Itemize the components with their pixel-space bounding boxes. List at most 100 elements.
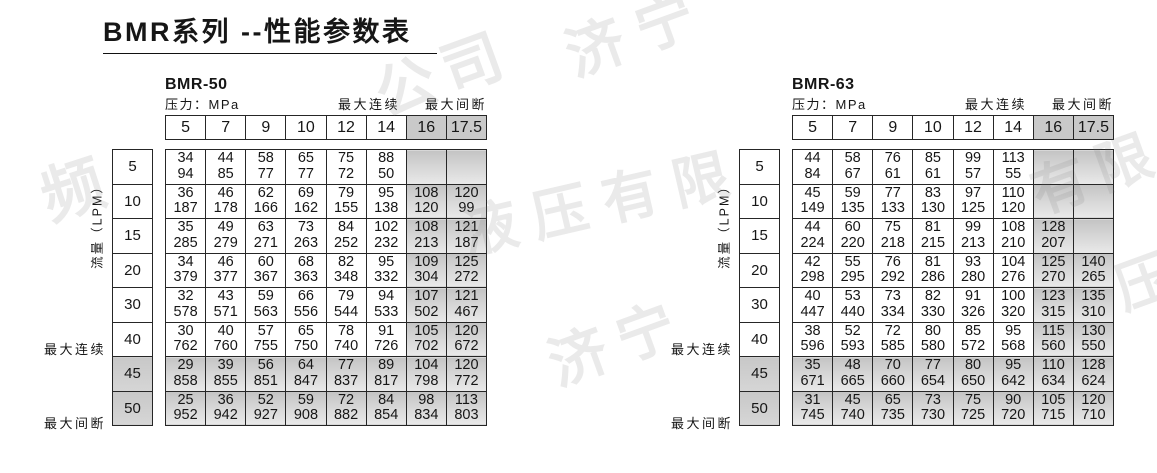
grid-cell-value-bottom: 84 bbox=[804, 165, 821, 182]
grid-cell-value-bottom: 908 bbox=[293, 407, 319, 424]
flow-value-cell: 10 bbox=[739, 183, 780, 219]
grid-cell-value-top: 120 bbox=[454, 184, 479, 201]
pressure-unit-label: 压力：MPa bbox=[792, 97, 867, 112]
grid-cell-value-top: 84 bbox=[378, 391, 395, 408]
grid-cell: 46 377 bbox=[205, 252, 247, 288]
grid-cell bbox=[405, 149, 447, 185]
grid-cell: 123 315 bbox=[1032, 287, 1074, 323]
grid-cell-value-bottom: 556 bbox=[293, 303, 319, 320]
grid-cell: 48 665 bbox=[832, 356, 874, 392]
side-annotation: 最大连续 bbox=[670, 342, 733, 357]
grid-cell-value-top: 48 bbox=[844, 357, 861, 374]
grid-cell-value-top: 76 bbox=[884, 253, 901, 270]
grid-cell: 100 320 bbox=[992, 287, 1034, 323]
grid-cell-value-top: 95 bbox=[1005, 322, 1022, 339]
flow-value-cell: 20 bbox=[112, 252, 153, 288]
grid-cell: 52 927 bbox=[245, 390, 287, 426]
grid-cell: 73 334 bbox=[872, 287, 914, 323]
grid-cell-value-top: 75 bbox=[964, 391, 982, 408]
grid-row: 36 187 46 178 62 166 69 162 79 155 95 138 108 120 120 9… bbox=[164, 183, 488, 219]
grid-cell bbox=[1072, 218, 1115, 254]
grid-cell-value-bottom: 166 bbox=[253, 200, 278, 217]
flow-label-row: 45 bbox=[112, 356, 153, 392]
grid-cell-value-top: 110 bbox=[1041, 357, 1065, 374]
grid-cell-value-top: 77 bbox=[337, 357, 355, 374]
flow-value-cell: 45 bbox=[112, 356, 153, 392]
grid-cell-value-bottom: 330 bbox=[920, 303, 946, 320]
grid-cell-value-bottom: 187 bbox=[173, 200, 198, 217]
flow-label-column: 5 10 15 20 30 40 45 50 bbox=[739, 149, 780, 426]
grid-cell: 46 178 bbox=[205, 183, 247, 219]
grid-cell: 120 99 bbox=[445, 183, 488, 219]
pressure-column-cell: 9 bbox=[872, 115, 914, 140]
grid-cell: 40 760 bbox=[205, 321, 247, 357]
grid-cell: 130 550 bbox=[1072, 321, 1115, 357]
grid-cell-value-bottom: 61 bbox=[924, 165, 941, 182]
grid-cell: 125 272 bbox=[445, 252, 488, 288]
flow-axis-label: 流量（LPM） bbox=[90, 179, 105, 269]
grid-cell: 53 440 bbox=[832, 287, 874, 323]
grid-cell-value-top: 52 bbox=[257, 391, 274, 408]
grid-row: 31 745 45 740 65 735 73 730 75 725 90 720 105 715 120 7… bbox=[791, 390, 1115, 426]
grid-cell: 40 447 bbox=[791, 287, 834, 323]
grid-cell-value-top: 32 bbox=[177, 288, 194, 305]
grid-row: 44 224 60 220 75 218 81 215 99 213 108 210 128 207 bbox=[791, 218, 1115, 254]
flow-label-row: 45 bbox=[739, 356, 780, 392]
grid-cell-value-top: 121 bbox=[454, 288, 479, 305]
grid-cell-value-top: 105 bbox=[1041, 391, 1066, 408]
grid-cell: 59 908 bbox=[285, 390, 327, 426]
grid-cell-value-bottom: 272 bbox=[454, 269, 479, 286]
grid-cell-value-bottom: 544 bbox=[333, 303, 359, 320]
grid-cell-value-bottom: 138 bbox=[374, 200, 399, 217]
grid-cell-value-top: 79 bbox=[337, 184, 355, 201]
grid-cell-value-top: 95 bbox=[378, 184, 395, 201]
grid-cell-value-bottom: 671 bbox=[800, 372, 825, 389]
flow-value-cell: 50 bbox=[112, 390, 153, 426]
grid-row: 34 94 44 85 58 77 65 77 75 72 88 50 bbox=[164, 149, 488, 185]
grid-cell-value-bottom: 550 bbox=[1081, 338, 1106, 355]
grid-cell-value-top: 125 bbox=[454, 253, 479, 270]
grid-cell-value-bottom: 665 bbox=[840, 372, 865, 389]
flow-value-cell: 15 bbox=[112, 218, 153, 254]
grid-cell-value-bottom: 310 bbox=[1081, 303, 1106, 320]
grid-cell-value-top: 90 bbox=[1005, 391, 1022, 408]
grid-cell-value-top: 97 bbox=[964, 184, 982, 201]
grid-cell-value-bottom: 85 bbox=[217, 165, 234, 182]
grid-cell: 95 332 bbox=[365, 252, 407, 288]
grid-cell: 81 286 bbox=[912, 252, 954, 288]
grid-cell-value-top: 128 bbox=[1081, 357, 1106, 374]
grid-cell-value-top: 40 bbox=[217, 322, 234, 339]
grid-cell-value-bottom: 280 bbox=[960, 269, 986, 286]
grid-cell: 79 544 bbox=[325, 287, 367, 323]
grid-cell-value-bottom: 702 bbox=[414, 338, 439, 355]
flow-axis-label: 流量（LPM） bbox=[717, 179, 732, 269]
pressure-column-cell: 12 bbox=[952, 115, 994, 140]
grid-cell-value-bottom: 568 bbox=[1001, 338, 1026, 355]
grid-row: 45 149 59 135 77 133 83 130 97 125 110 120 bbox=[791, 183, 1115, 219]
grid-cell: 44 85 bbox=[205, 149, 247, 185]
grid-cell: 39 855 bbox=[205, 356, 247, 392]
grid-cell-value-bottom: 295 bbox=[840, 269, 865, 286]
flow-value-cell: 5 bbox=[112, 149, 153, 185]
flow-value-cell: 45 bbox=[739, 356, 780, 392]
grid-cell-value-bottom: 447 bbox=[800, 303, 825, 320]
grid-cell-value-bottom: 279 bbox=[213, 234, 238, 251]
grid-row: 32 578 43 571 59 563 66 556 79 544 94 533 107 502 121 4… bbox=[164, 287, 488, 323]
flow-label-row: 10 bbox=[112, 183, 153, 219]
grid-cell: 85 572 bbox=[952, 321, 994, 357]
grid-cell-value-top: 44 bbox=[804, 150, 821, 167]
grid-cell: 44 224 bbox=[791, 218, 834, 254]
grid-cell-value-bottom: 50 bbox=[378, 165, 395, 182]
grid-cell: 57 755 bbox=[245, 321, 287, 357]
grid-cell: 29 858 bbox=[164, 356, 207, 392]
pressure-column-cell: 12 bbox=[325, 115, 367, 140]
grid-cell-value-bottom: 593 bbox=[840, 338, 865, 355]
grid-cell: 77 654 bbox=[912, 356, 954, 392]
pressure-columns-row: 5 7 9 10 12 14 16 17.5 bbox=[164, 115, 488, 140]
grid-cell-value-top: 73 bbox=[924, 391, 941, 408]
grid-cell-value-top: 91 bbox=[378, 322, 395, 339]
grid-cell-value-top: 115 bbox=[1041, 322, 1065, 339]
grid-cell-value-bottom: 332 bbox=[374, 269, 399, 286]
grid-cell: 91 726 bbox=[365, 321, 407, 357]
